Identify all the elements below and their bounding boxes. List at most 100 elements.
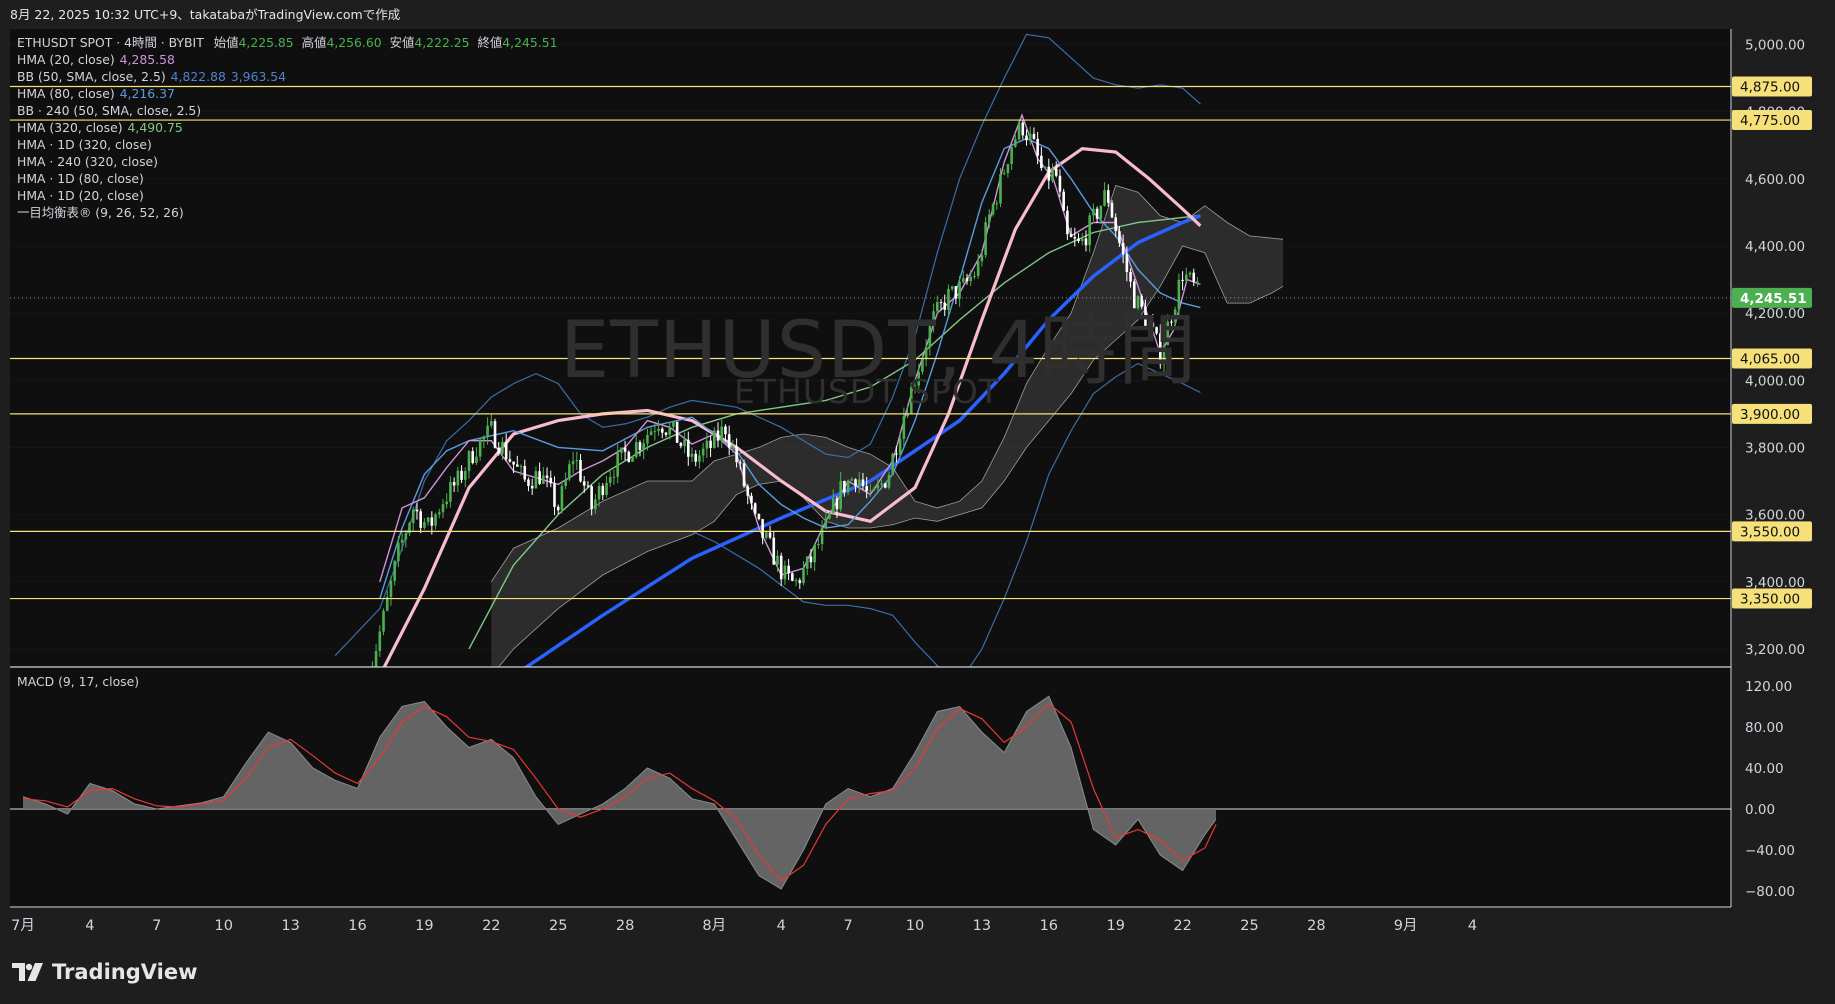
level-price-label: 4,775.00 [1740, 113, 1800, 129]
ichimoku-cloud [490, 185, 1284, 667]
candle-body [936, 302, 939, 312]
indicator-name: HMA · 1D (320, close) [17, 137, 152, 152]
candle-body [449, 482, 452, 502]
candle-body [850, 479, 854, 481]
legend-indicator-row[interactable]: BB (50, SMA, close, 2.5) 4,822.88 3,963.54 [17, 68, 557, 85]
candle-body [437, 512, 441, 515]
candle-body [638, 442, 642, 450]
legend-indicator-row[interactable]: HMA (80, close) 4,216.37 [17, 85, 557, 102]
candle-body [731, 446, 735, 448]
candle-body [1177, 279, 1181, 310]
candle-body [397, 542, 400, 562]
candle-body [913, 385, 917, 387]
candle-body [478, 439, 482, 457]
open-label: 始値 [213, 35, 239, 50]
candle-body [727, 434, 731, 448]
candle-body [776, 555, 779, 565]
candle-body [973, 275, 976, 277]
candle-body [798, 580, 802, 584]
candle-body [902, 416, 906, 439]
candle-body [999, 174, 1002, 204]
candle-body [1196, 281, 1199, 283]
candle-body [400, 539, 404, 543]
time-axis: 7月 4 7 10 13 16 19 22 25 28 8月 4 7 10 13 16 19 22 25 28 9月 4 [11, 918, 1477, 934]
indicator-name: HMA · 240 (320, close) [17, 154, 158, 169]
candle-body [883, 483, 887, 488]
candle-body [768, 532, 772, 538]
time-tick-label: 9月 [1394, 918, 1418, 934]
candle-body [1032, 133, 1036, 139]
candle-body [995, 203, 999, 205]
legend-indicator-row[interactable]: HMA (320, close) 4,490.75 [17, 119, 557, 136]
legend-indicator-row[interactable]: HMA · 240 (320, close) [17, 153, 557, 170]
price-tick-label: 5,000.00 [1745, 38, 1805, 54]
time-tick-label: 28 [616, 918, 634, 934]
candle-body [1155, 327, 1158, 334]
cloud-span-b [498, 245, 1284, 667]
time-tick-label: 4 [85, 918, 94, 934]
candle-body [560, 486, 564, 511]
candle-body [1144, 306, 1147, 326]
candle-body [950, 286, 954, 289]
candle-body [909, 386, 913, 414]
candle-body [616, 452, 619, 477]
candle-body [512, 461, 515, 465]
hma-1d-20-line [382, 146, 1202, 667]
candle-body [746, 486, 750, 496]
legend-indicator-row[interactable]: HMA · 1D (80, close) [17, 170, 557, 187]
candle-body [1002, 173, 1006, 175]
last-price-tag [1732, 287, 1812, 308]
candle-body [601, 485, 605, 496]
candle-body [854, 479, 857, 487]
symbol-ohlc-row[interactable]: ETHUSDT SPOT · 4時間 · BYBIT 始値4,225.85 高値… [17, 34, 557, 51]
price-tick-label: 3,200.00 [1745, 642, 1805, 658]
candle-body [1066, 210, 1069, 235]
legend-indicator-row[interactable]: HMA (20, close) 4,285.58 [17, 51, 557, 68]
candle-body [835, 498, 839, 510]
candle-body [1088, 215, 1091, 246]
candle-body [631, 456, 634, 462]
legend-indicator-row[interactable]: 一目均衡表® (9, 26, 52, 26) [17, 204, 557, 221]
candle-body [1106, 190, 1110, 203]
macd-legend[interactable]: MACD (9, 17, close) [17, 674, 140, 689]
candle-body [698, 455, 701, 462]
candle-body [805, 556, 809, 569]
candle-body [664, 432, 668, 435]
candle-body [519, 466, 523, 468]
candle-body [705, 440, 709, 449]
candle-body [594, 499, 597, 510]
candle-body [460, 470, 463, 480]
candle-body [627, 451, 631, 462]
legend-indicator-row[interactable]: HMA · 1D (20, close) [17, 187, 557, 204]
candle-body [597, 485, 601, 500]
candle-body [445, 501, 448, 505]
candle-body [724, 426, 727, 435]
candle-body [694, 453, 698, 462]
macd-pane [10, 695, 1731, 890]
candle-body [887, 474, 891, 488]
candle-body [1073, 236, 1077, 239]
candle-body [1147, 322, 1151, 326]
candle-body [1021, 122, 1025, 136]
tradingview-brand[interactable]: TradingView [12, 960, 197, 984]
candle-body [1118, 231, 1121, 243]
low-value: 4,222.25 [414, 35, 470, 50]
high-value: 4,256.60 [326, 35, 382, 50]
legend-indicator-row[interactable]: HMA · 1D (320, close) [17, 136, 557, 153]
candle-body [872, 488, 876, 491]
brand-name: TradingView [52, 960, 198, 984]
level-price-label: 3,900.00 [1740, 407, 1800, 423]
candle-body [534, 471, 538, 489]
legend-indicator-row[interactable]: BB · 240 (50, SMA, close, 2.5) [17, 102, 557, 119]
high-label: 高値 [301, 35, 327, 50]
candle-body [794, 580, 798, 582]
candle-body [423, 522, 426, 528]
candle-body [1010, 146, 1013, 165]
candle-body [1036, 138, 1039, 156]
candle-body [1092, 208, 1095, 216]
candle-body [668, 426, 671, 435]
candle-body [1188, 272, 1192, 275]
low-label: 安値 [389, 35, 415, 50]
candle-body [880, 483, 883, 485]
